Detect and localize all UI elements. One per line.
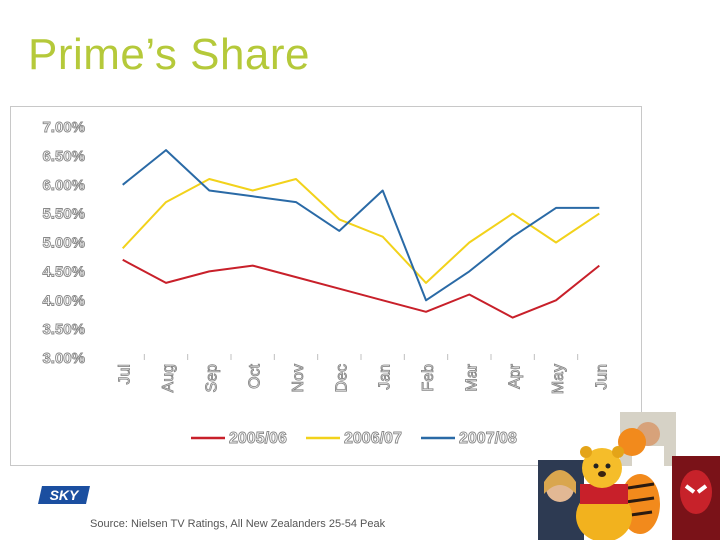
chart-frame: 7.00% 6.50% 6.00% 5.50% 5.00% 4.50% 4.00% 3.50%… bbox=[10, 106, 642, 466]
x-tick-label: Jul bbox=[117, 364, 134, 384]
slide-title: Prime’s Share bbox=[28, 30, 311, 79]
x-tick-label: Jan bbox=[377, 364, 394, 390]
x-tick-label: Feb bbox=[420, 364, 437, 392]
series-line-2006-07 bbox=[121, 178, 600, 284]
promo-characters-image bbox=[538, 412, 720, 540]
legend-label: 2006/07 bbox=[344, 430, 402, 447]
x-tick-label: Oct bbox=[247, 363, 264, 388]
x-tick-label: Jun bbox=[593, 364, 610, 390]
sky-logo-bg bbox=[38, 486, 90, 504]
x-tick-label: Sep bbox=[203, 364, 220, 393]
source-note: Source: Nielsen TV Ratings, All New Zeal… bbox=[90, 518, 386, 530]
series-lines bbox=[121, 149, 600, 319]
x-tick-label: Dec bbox=[333, 364, 350, 392]
legend-label: 2007/08 bbox=[459, 430, 517, 447]
series-line-2007-08 bbox=[122, 149, 600, 302]
y-tick-label: 6.50% bbox=[42, 148, 85, 165]
sky-logo: SKY bbox=[38, 486, 90, 504]
y-tick-label: 5.00% bbox=[42, 235, 85, 252]
line-chart: 7.00% 6.50% 6.00% 5.50% 5.00% 4.50% 4.00% 3.50%… bbox=[42, 119, 611, 448]
x-axis-ticks bbox=[143, 354, 579, 360]
series-line-2005-06 bbox=[122, 258, 600, 319]
x-tick-label: May bbox=[550, 364, 567, 394]
y-tick-label: 3.50% bbox=[42, 321, 85, 338]
y-tick-label: 4.00% bbox=[42, 292, 85, 309]
x-tick-label: Apr bbox=[507, 363, 524, 389]
y-tick-label: 7.00% bbox=[42, 119, 85, 136]
x-tick-label: Mar bbox=[463, 363, 480, 391]
x-axis-labels: Jul Aug Sep Oct Nov Dec Jan Feb Mar Apr May Jun bbox=[116, 363, 611, 395]
sky-logo-text: SKY bbox=[50, 487, 80, 503]
y-axis-labels: 7.00% 6.50% 6.00% 5.50% 5.00% 4.50% 4.00% 3.50%… bbox=[42, 119, 85, 368]
y-tick-label: 6.00% bbox=[42, 177, 85, 194]
x-tick-label: Nov bbox=[290, 364, 307, 392]
legend: 2005/06 2006/07 2007/08 bbox=[191, 430, 517, 447]
legend-label: 2005/06 bbox=[229, 430, 287, 447]
y-tick-label: 5.50% bbox=[42, 206, 85, 223]
y-tick-label: 4.50% bbox=[42, 263, 85, 280]
y-tick-label: 3.00% bbox=[42, 350, 85, 367]
x-tick-label: Aug bbox=[160, 364, 177, 392]
